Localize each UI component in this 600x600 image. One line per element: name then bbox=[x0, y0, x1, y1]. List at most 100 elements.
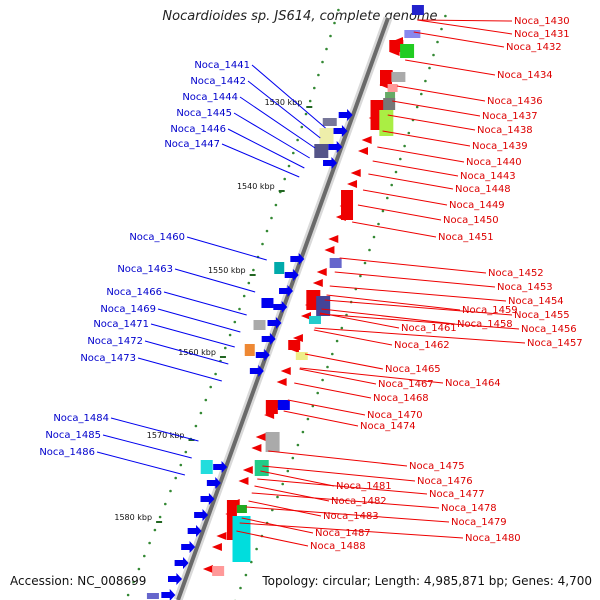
gene-arrow[interactable] bbox=[187, 525, 202, 537]
gene-block[interactable] bbox=[383, 98, 396, 110]
gene-label-right[interactable]: Noca_1452 bbox=[488, 268, 544, 279]
gene-arrow[interactable] bbox=[333, 125, 348, 137]
gene-arrow[interactable] bbox=[276, 378, 287, 386]
gene-block[interactable] bbox=[341, 190, 354, 220]
gene-label-right[interactable]: Noca_1488 bbox=[310, 541, 366, 552]
gene-arrow[interactable] bbox=[200, 493, 215, 505]
gene-label-right[interactable]: Noca_1465 bbox=[385, 364, 441, 375]
gene-arrow[interactable] bbox=[251, 444, 262, 452]
gene-label-left[interactable]: Noca_1485 bbox=[45, 430, 101, 441]
gene-label-right[interactable]: Noca_1456 bbox=[521, 324, 577, 335]
gene-label-right[interactable]: Noca_1431 bbox=[514, 29, 570, 40]
gene-label-right[interactable]: Noca_1464 bbox=[445, 378, 501, 389]
gene-label-right[interactable]: Noca_1455 bbox=[514, 310, 570, 321]
gene-label-left[interactable]: Noca_1460 bbox=[129, 232, 185, 243]
gene-arrow[interactable] bbox=[347, 180, 358, 188]
gene-label-right[interactable]: Noca_1461 bbox=[401, 323, 457, 334]
gene-arrow[interactable] bbox=[324, 246, 335, 254]
gene-label-right[interactable]: Noca_1459 bbox=[462, 305, 518, 316]
gene-label-right[interactable]: Noca_1453 bbox=[497, 282, 553, 293]
gene-label-left[interactable]: Noca_1446 bbox=[170, 124, 226, 135]
gene-arrow[interactable] bbox=[174, 557, 189, 569]
gene-block[interactable] bbox=[400, 44, 415, 58]
gene-block[interactable] bbox=[200, 460, 213, 474]
gene-arrow[interactable] bbox=[273, 301, 288, 313]
gene-block[interactable] bbox=[389, 40, 404, 52]
gene-label-left[interactable]: Noca_1445 bbox=[176, 108, 232, 119]
gene-label-left[interactable]: Noca_1473 bbox=[80, 353, 136, 364]
gene-block[interactable] bbox=[236, 505, 247, 513]
gene-block[interactable] bbox=[322, 118, 337, 126]
gene-block[interactable] bbox=[274, 262, 285, 274]
gene-block[interactable] bbox=[314, 144, 329, 158]
gene-label-left[interactable]: Noca_1484 bbox=[53, 413, 109, 424]
gene-arrow[interactable] bbox=[284, 269, 299, 281]
gene-arrow[interactable] bbox=[261, 333, 276, 345]
gene-arrow[interactable] bbox=[213, 461, 228, 473]
gene-label-right[interactable]: Noca_1436 bbox=[487, 96, 543, 107]
gene-arrow[interactable] bbox=[328, 141, 343, 153]
gene-arrow[interactable] bbox=[181, 541, 196, 553]
gene-block[interactable] bbox=[295, 352, 308, 360]
gene-label-right[interactable]: Noca_1476 bbox=[417, 476, 473, 487]
gene-block[interactable] bbox=[288, 340, 301, 350]
gene-arrow[interactable] bbox=[255, 349, 270, 361]
gene-label-right[interactable]: Noca_1462 bbox=[394, 340, 450, 351]
gene-arrow[interactable] bbox=[328, 235, 339, 243]
gene-arrow[interactable] bbox=[312, 279, 323, 287]
gene-block[interactable] bbox=[404, 30, 421, 38]
gene-block[interactable] bbox=[380, 70, 393, 86]
gene-label-right[interactable]: Noca_1458 bbox=[457, 319, 513, 330]
gene-block[interactable] bbox=[329, 258, 342, 268]
gene-block[interactable] bbox=[308, 316, 321, 324]
gene-label-left[interactable]: Noca_1463 bbox=[117, 264, 173, 275]
gene-block[interactable] bbox=[261, 298, 274, 308]
gene-arrow[interactable] bbox=[358, 147, 369, 155]
gene-label-right[interactable]: Noca_1467 bbox=[378, 379, 434, 390]
gene-label-left[interactable]: Noca_1469 bbox=[100, 304, 156, 315]
gene-label-right[interactable]: Noca_1477 bbox=[429, 489, 485, 500]
gene-arrow[interactable] bbox=[300, 312, 311, 320]
gene-block[interactable] bbox=[277, 400, 290, 410]
gene-label-right[interactable]: Noca_1438 bbox=[477, 125, 533, 136]
gene-label-right[interactable]: Noca_1479 bbox=[451, 517, 507, 528]
gene-label-right[interactable]: Noca_1483 bbox=[323, 511, 379, 522]
gene-arrow[interactable] bbox=[168, 573, 183, 585]
gene-arrow[interactable] bbox=[242, 466, 253, 474]
gene-label-left[interactable]: Noca_1466 bbox=[106, 287, 162, 298]
gene-label-right[interactable]: Noca_1468 bbox=[373, 393, 429, 404]
gene-label-left[interactable]: Noca_1447 bbox=[164, 139, 220, 150]
gene-label-right[interactable]: Noca_1482 bbox=[331, 496, 387, 507]
gene-label-left[interactable]: Noca_1442 bbox=[190, 76, 246, 87]
gene-label-right[interactable]: Noca_1448 bbox=[455, 184, 511, 195]
gene-arrow[interactable] bbox=[279, 285, 294, 297]
gene-arrow[interactable] bbox=[161, 589, 176, 600]
gene-label-left[interactable]: Noca_1444 bbox=[182, 92, 238, 103]
gene-arrow[interactable] bbox=[255, 433, 266, 441]
gene-block[interactable] bbox=[391, 72, 406, 82]
gene-arrow[interactable] bbox=[202, 565, 213, 573]
gene-arrow[interactable] bbox=[292, 334, 303, 342]
gene-block[interactable] bbox=[319, 128, 334, 144]
gene-label-right[interactable]: Noca_1432 bbox=[506, 42, 562, 53]
gene-label-right[interactable]: Noca_1487 bbox=[315, 528, 371, 539]
gene-block[interactable] bbox=[254, 460, 269, 476]
gene-label-right[interactable]: Noca_1475 bbox=[409, 461, 465, 472]
gene-arrow[interactable] bbox=[216, 532, 227, 540]
gene-arrow[interactable] bbox=[211, 543, 222, 551]
gene-block[interactable] bbox=[226, 500, 237, 540]
gene-arrow[interactable] bbox=[290, 253, 305, 265]
gene-arrow[interactable] bbox=[267, 317, 282, 329]
gene-arrow[interactable] bbox=[280, 367, 291, 375]
gene-block[interactable] bbox=[244, 344, 255, 356]
gene-label-right[interactable]: Noca_1480 bbox=[465, 533, 521, 544]
gene-arrow[interactable] bbox=[206, 477, 221, 489]
gene-label-right[interactable]: Noca_1481 bbox=[336, 481, 392, 492]
gene-label-right[interactable]: Noca_1443 bbox=[460, 171, 516, 182]
gene-block[interactable] bbox=[253, 320, 266, 330]
gene-label-right[interactable]: Noca_1437 bbox=[482, 111, 538, 122]
gene-arrow[interactable] bbox=[361, 136, 372, 144]
gene-arrow[interactable] bbox=[316, 268, 327, 276]
gene-block[interactable] bbox=[212, 566, 225, 576]
gene-block[interactable] bbox=[232, 516, 251, 562]
